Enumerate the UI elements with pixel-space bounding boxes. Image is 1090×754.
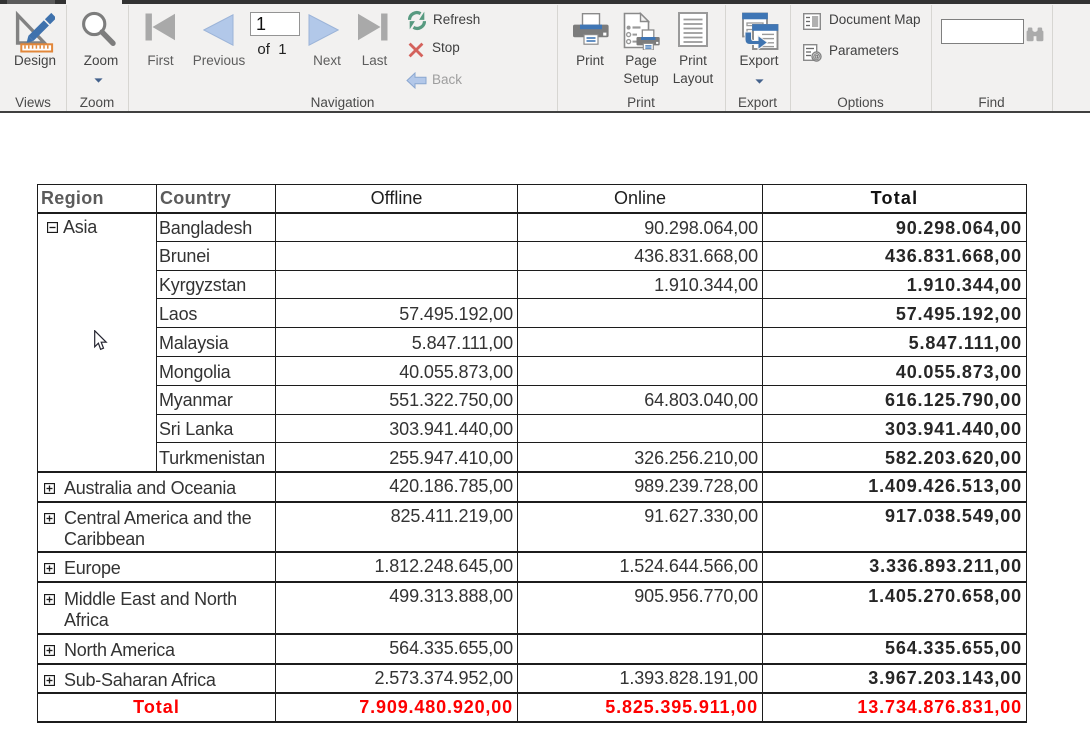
svg-text:@: @ bbox=[813, 54, 820, 61]
